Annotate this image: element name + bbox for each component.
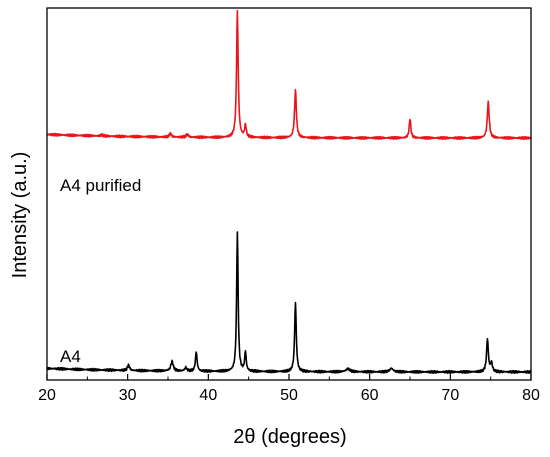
x-tick-label-40: 40	[199, 387, 217, 404]
x-tick-label-50: 50	[280, 387, 298, 404]
x-tick-label-70: 70	[441, 387, 459, 404]
series-line-a4-purified	[46, 9, 532, 141]
axes: 20 30 40 50 60 70 80	[38, 7, 540, 404]
series-label-a4: A4	[60, 347, 81, 366]
x-tick-label-60: 60	[361, 387, 379, 404]
x-axis-label: 2θ (degrees)	[233, 426, 346, 448]
x-tick-label-20: 20	[38, 387, 56, 404]
plot-area	[46, 9, 532, 374]
y-axis-label: Intensity (a.u.)	[9, 152, 31, 279]
series-label-a4-purified: A4 purified	[60, 176, 141, 195]
series-line-a4	[46, 231, 532, 374]
x-tick-label-80: 80	[522, 387, 540, 404]
x-tick-label-30: 30	[119, 387, 137, 404]
